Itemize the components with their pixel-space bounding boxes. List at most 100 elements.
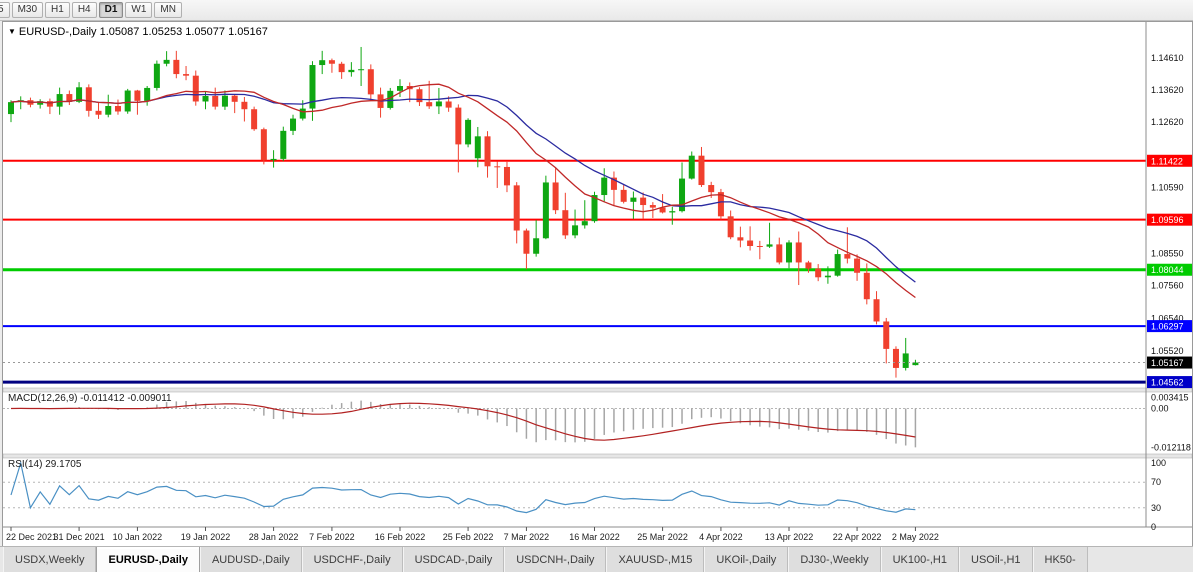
rsi-axis-label: 100 <box>1151 458 1166 468</box>
candle-body <box>620 189 627 202</box>
tab-ukoil-daily[interactable]: UKOil-,Daily <box>704 547 789 572</box>
svg-text:1.06297: 1.06297 <box>1151 322 1184 332</box>
hline-price-label <box>1147 213 1192 226</box>
svg-text:1.04562: 1.04562 <box>1151 378 1184 388</box>
ma-fast-red <box>10 83 916 299</box>
tab-uk100-h1[interactable]: UK100-,H1 <box>880 547 959 572</box>
rsi-line <box>10 460 916 514</box>
chart-window: 1.14610 1.13620 1.12620 1.10590 1.08550 1.075… <box>2 21 1193 548</box>
candle-body <box>747 240 754 246</box>
tab-dj30-weekly[interactable]: DJ30-,Weekly <box>788 547 881 572</box>
candle-body <box>883 321 890 349</box>
price-axis-label: 1.08550 <box>1151 248 1184 258</box>
date-label: 28 Jan 2022 <box>249 532 299 542</box>
svg-text:1.11422: 1.11422 <box>1151 156 1183 166</box>
rsi-axis-label: 0 <box>1151 522 1156 532</box>
candle-body <box>124 90 131 112</box>
candle-body <box>280 130 287 159</box>
price-axis-label: 1.12620 <box>1151 117 1184 127</box>
pane-separator[interactable] <box>3 453 1192 459</box>
candle-body <box>76 87 83 102</box>
tab-usdchf-daily[interactable]: USDCHF-,Daily <box>301 547 403 572</box>
timeframe-button-5[interactable]: 5 <box>0 2 10 18</box>
candle-body <box>221 95 228 107</box>
tab-usdx-weekly[interactable]: USDX,Weekly <box>3 547 97 572</box>
date-label: 22 Apr 2022 <box>833 532 882 542</box>
candle-body <box>698 155 705 186</box>
tab-usdcnh-daily[interactable]: USDCNH-,Daily <box>504 547 607 572</box>
candle-body <box>805 262 812 269</box>
tab-usoil-h1[interactable]: USOil-,H1 <box>959 547 1033 572</box>
candle-body <box>503 166 510 186</box>
chart-canvas[interactable]: 1.14610 1.13620 1.12620 1.10590 1.08550 1.075… <box>3 22 1192 547</box>
candle-body <box>260 129 267 161</box>
candle-body <box>455 107 462 145</box>
candle-body <box>542 182 549 239</box>
candle-body <box>183 74 190 76</box>
tab-usdcad-daily[interactable]: USDCAD-,Daily <box>402 547 505 572</box>
candle-body <box>902 353 909 368</box>
candle-body <box>105 106 112 115</box>
candle-body <box>114 106 121 112</box>
timeframe-button-w1[interactable]: W1 <box>125 2 153 18</box>
timeframe-button-m30[interactable]: M30 <box>11 2 44 18</box>
ma-slow-blue <box>10 93 916 283</box>
candle-body <box>892 348 899 368</box>
candle-body <box>659 207 666 213</box>
candle-body <box>912 362 919 366</box>
svg-text:1.09596: 1.09596 <box>1151 215 1184 225</box>
candle-body <box>679 178 686 212</box>
timeframe-button-d1[interactable]: D1 <box>98 2 124 18</box>
price-axis-label: 1.07560 <box>1151 280 1184 290</box>
macd-axis-label: 0.00 <box>1151 404 1169 414</box>
candle-body <box>523 230 530 254</box>
date-label: 31 Dec 2021 <box>54 532 105 542</box>
tab-hk50[interactable]: HK50- <box>1032 547 1088 572</box>
candle-body <box>231 95 238 102</box>
candle-body <box>824 275 831 278</box>
candle-body <box>688 155 695 179</box>
candle-body <box>445 101 452 108</box>
candle-body <box>465 119 472 145</box>
hline-price-label <box>1147 263 1192 276</box>
macd-axis-label: 0.003415 <box>1151 392 1189 402</box>
svg-text:1.05167: 1.05167 <box>1151 358 1184 368</box>
timeframe-button-mn[interactable]: MN <box>154 2 182 18</box>
date-label: 13 Apr 2022 <box>765 532 814 542</box>
date-label: 10 Jan 2022 <box>113 532 163 542</box>
pane-separator[interactable] <box>3 387 1192 393</box>
candle-body <box>776 244 783 263</box>
tab-xauusd-m15[interactable]: XAUUSD-,M15 <box>606 547 705 572</box>
timeframe-button-h4[interactable]: H4 <box>71 2 97 18</box>
candle-body <box>854 258 861 273</box>
candle-body <box>134 90 141 101</box>
chart-tab-bar: USDX,Weekly EURUSD-,Daily AUDUSD-,Daily USD… <box>0 546 1193 572</box>
tab-audusd-daily[interactable]: AUDUSD-,Daily <box>199 547 302 572</box>
price-axis[interactable]: 1.14610 1.13620 1.12620 1.10590 1.08550 1.075… <box>1147 53 1192 532</box>
tab-eurusd-daily[interactable]: EURUSD-,Daily <box>96 547 200 572</box>
candle-body <box>251 109 258 130</box>
candle-body <box>873 299 880 322</box>
candle-body <box>309 65 316 109</box>
timeframe-toolbar: 5M30H1H4D1W1MN <box>0 0 1193 21</box>
timeframe-button-h1[interactable]: H1 <box>45 2 70 18</box>
candle-body <box>358 69 365 71</box>
candle-body <box>708 185 715 193</box>
macd-signal-line <box>10 402 916 441</box>
candle-body <box>202 96 209 102</box>
candle-body <box>494 166 501 168</box>
candle-body <box>737 237 744 241</box>
candle-body <box>397 86 403 91</box>
candle-body <box>435 101 442 107</box>
candle-body <box>610 177 617 190</box>
candle-body <box>319 60 326 66</box>
candle-body <box>56 94 63 107</box>
date-label: 4 Apr 2022 <box>699 532 743 542</box>
svg-text:1.08044: 1.08044 <box>1151 265 1184 275</box>
date-label: 16 Mar 2022 <box>569 532 620 542</box>
rsi-axis-label: 70 <box>1151 477 1161 487</box>
candle-body <box>717 192 724 217</box>
price-axis-label: 1.13620 <box>1151 85 1184 95</box>
rsi-axis-label: 30 <box>1151 503 1161 513</box>
